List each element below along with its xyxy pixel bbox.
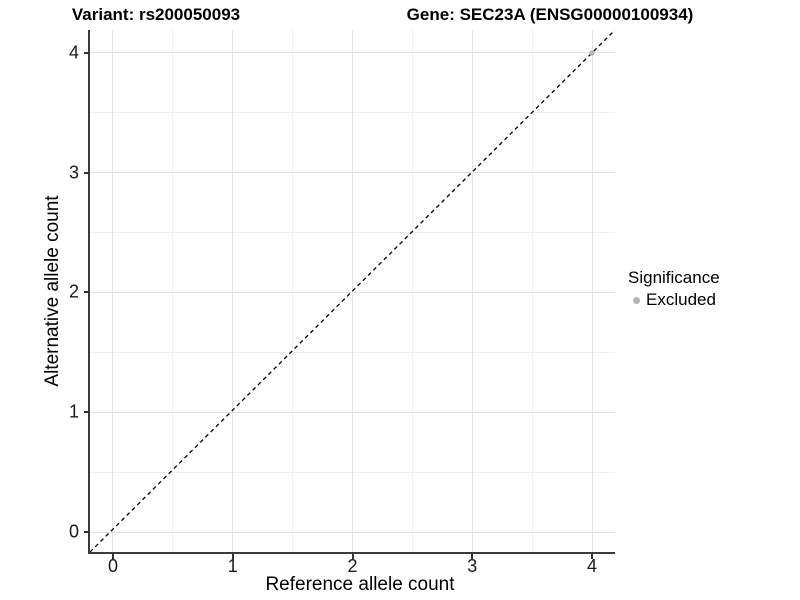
x-tick-label: 0 (107, 556, 118, 576)
y-tick-mark (84, 411, 89, 414)
variant-title: Variant: rs200050093 (71, 5, 241, 24)
plot-panel (90, 30, 615, 552)
x-tick-mark (591, 554, 593, 559)
minor-gridline-x (531, 30, 533, 552)
chart-layer (90, 30, 615, 552)
gene-title: Gene: SEC23A (ENSG00000100934) (406, 5, 694, 24)
major-gridline-y (90, 52, 615, 54)
y-tick-mark (84, 171, 89, 174)
legend-item-label: Excluded (646, 290, 716, 309)
identity-dashed-line (90, 30, 615, 552)
x-tick-label: 1 (227, 556, 238, 576)
major-gridline-y (90, 291, 615, 293)
major-gridline-y (90, 172, 615, 174)
y-tick-mark (84, 291, 89, 294)
major-gridline-x (591, 30, 593, 552)
major-gridline-y (90, 411, 615, 413)
y-tick-label: 3 (68, 162, 79, 183)
x-tick-label: 4 (586, 556, 598, 576)
y-axis-line (88, 30, 90, 554)
x-axis-line (88, 552, 615, 554)
x-tick-mark (351, 554, 354, 559)
minor-gridline-x (292, 30, 294, 552)
legend-item-excluded: Excluded (628, 290, 720, 310)
major-gridline-x (232, 30, 234, 552)
x-tick-mark (111, 554, 114, 559)
x-tick-label: 3 (467, 556, 478, 576)
y-tick-mark (84, 51, 89, 54)
major-gridline-x (471, 30, 473, 552)
legend-title: Significance (628, 268, 720, 287)
x-axis-title: Reference allele count (265, 574, 455, 595)
y-tick-label: 4 (68, 42, 79, 63)
major-gridline-y (90, 531, 615, 533)
y-axis-title: Alternative allele count (42, 195, 63, 387)
excluded-point-icon (633, 296, 640, 304)
y-tick-label: 2 (68, 281, 79, 302)
y-tick-label: 0 (68, 521, 79, 542)
x-tick-label: 2 (347, 556, 358, 576)
y-tick-mark (84, 531, 89, 533)
minor-gridline-x (172, 30, 174, 552)
data-point-excluded (589, 50, 595, 56)
x-tick-mark (471, 554, 474, 559)
legend: Significance Excluded (628, 268, 720, 310)
y-tick-label: 1 (68, 401, 79, 422)
minor-gridline-x (411, 30, 413, 552)
major-gridline-x (112, 30, 114, 552)
x-tick-mark (231, 554, 234, 559)
